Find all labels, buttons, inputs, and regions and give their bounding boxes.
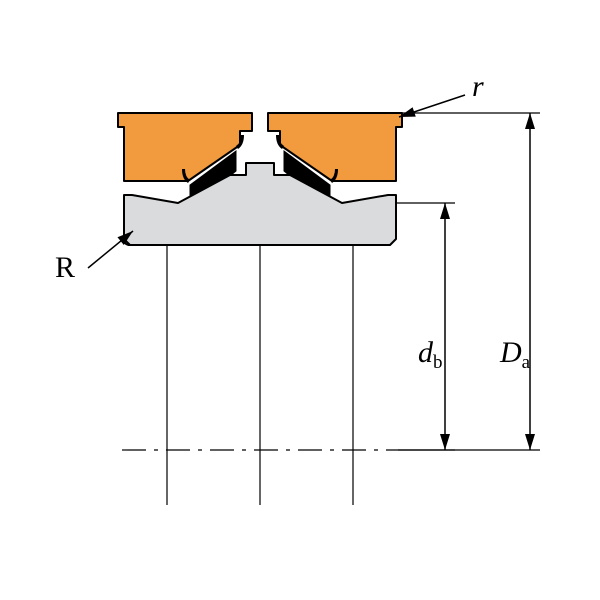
label-db: db: [418, 336, 443, 373]
label-r: r: [472, 70, 484, 103]
label-Da: Da: [499, 336, 531, 373]
bearing-diagram: Rr db Da: [0, 0, 600, 600]
label-R: R: [55, 251, 75, 284]
